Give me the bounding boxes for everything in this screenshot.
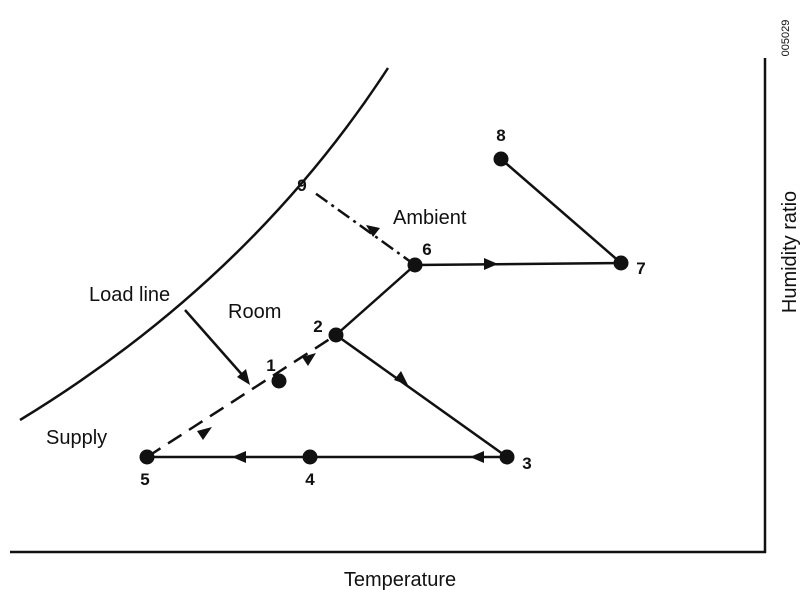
load-line-pointer: [184, 309, 246, 379]
state-point: [271, 373, 287, 389]
arrowhead: [232, 451, 246, 463]
arrowhead: [237, 369, 250, 385]
node-label: 5: [140, 470, 149, 489]
state-point: [139, 449, 155, 465]
node-label: 2: [313, 317, 322, 336]
supply-line: [146, 333, 337, 459]
node-label: 8: [496, 126, 505, 145]
state-point: [493, 151, 509, 167]
arrowhead: [302, 353, 316, 366]
node-label: 1: [266, 356, 275, 375]
room-label: Room: [228, 301, 281, 323]
arrowhead: [366, 225, 380, 237]
supply-label: Supply: [46, 427, 107, 449]
node-label: 7: [636, 259, 645, 278]
process-line: [147, 158, 625, 459]
arrowhead: [394, 371, 408, 385]
figure-code: 005029: [780, 20, 792, 57]
state-point: [613, 255, 629, 271]
node-label: 6: [422, 240, 431, 259]
ambient-label: Ambient: [393, 207, 467, 229]
state-point: [302, 449, 318, 465]
arrowhead: [470, 451, 484, 463]
ambient-line: [314, 191, 416, 267]
node-label: 4: [305, 470, 315, 489]
node-label: 9: [297, 176, 306, 195]
y-axis-label: Humidity ratio: [779, 191, 801, 313]
x-axis-label: Temperature: [344, 569, 456, 590]
state-point: [407, 257, 423, 273]
arrowhead: [197, 427, 212, 440]
state-point: [499, 449, 515, 465]
saturation-curve: [19, 67, 390, 422]
load-line-label: Load line: [89, 284, 170, 306]
arrowhead: [484, 258, 498, 270]
node-label: 3: [522, 454, 531, 473]
state-point: [328, 327, 344, 343]
